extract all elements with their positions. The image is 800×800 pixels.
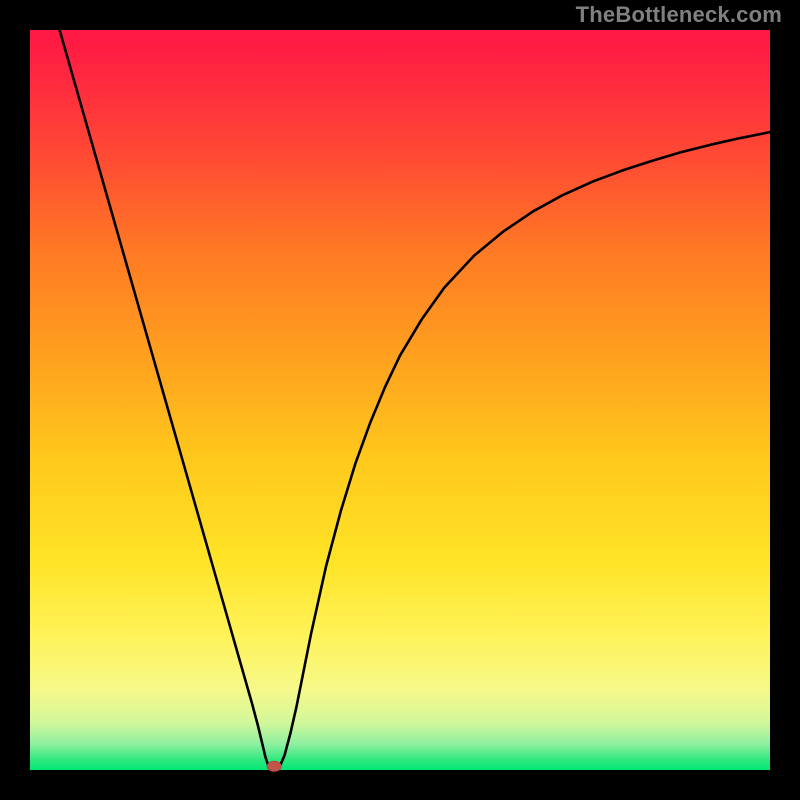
watermark-text: TheBottleneck.com (576, 2, 782, 28)
min-marker (267, 761, 281, 771)
bottleneck-chart (0, 0, 800, 800)
chart-frame: { "watermark": { "text": "TheBottleneck.… (0, 0, 800, 800)
plot-background (30, 30, 770, 770)
